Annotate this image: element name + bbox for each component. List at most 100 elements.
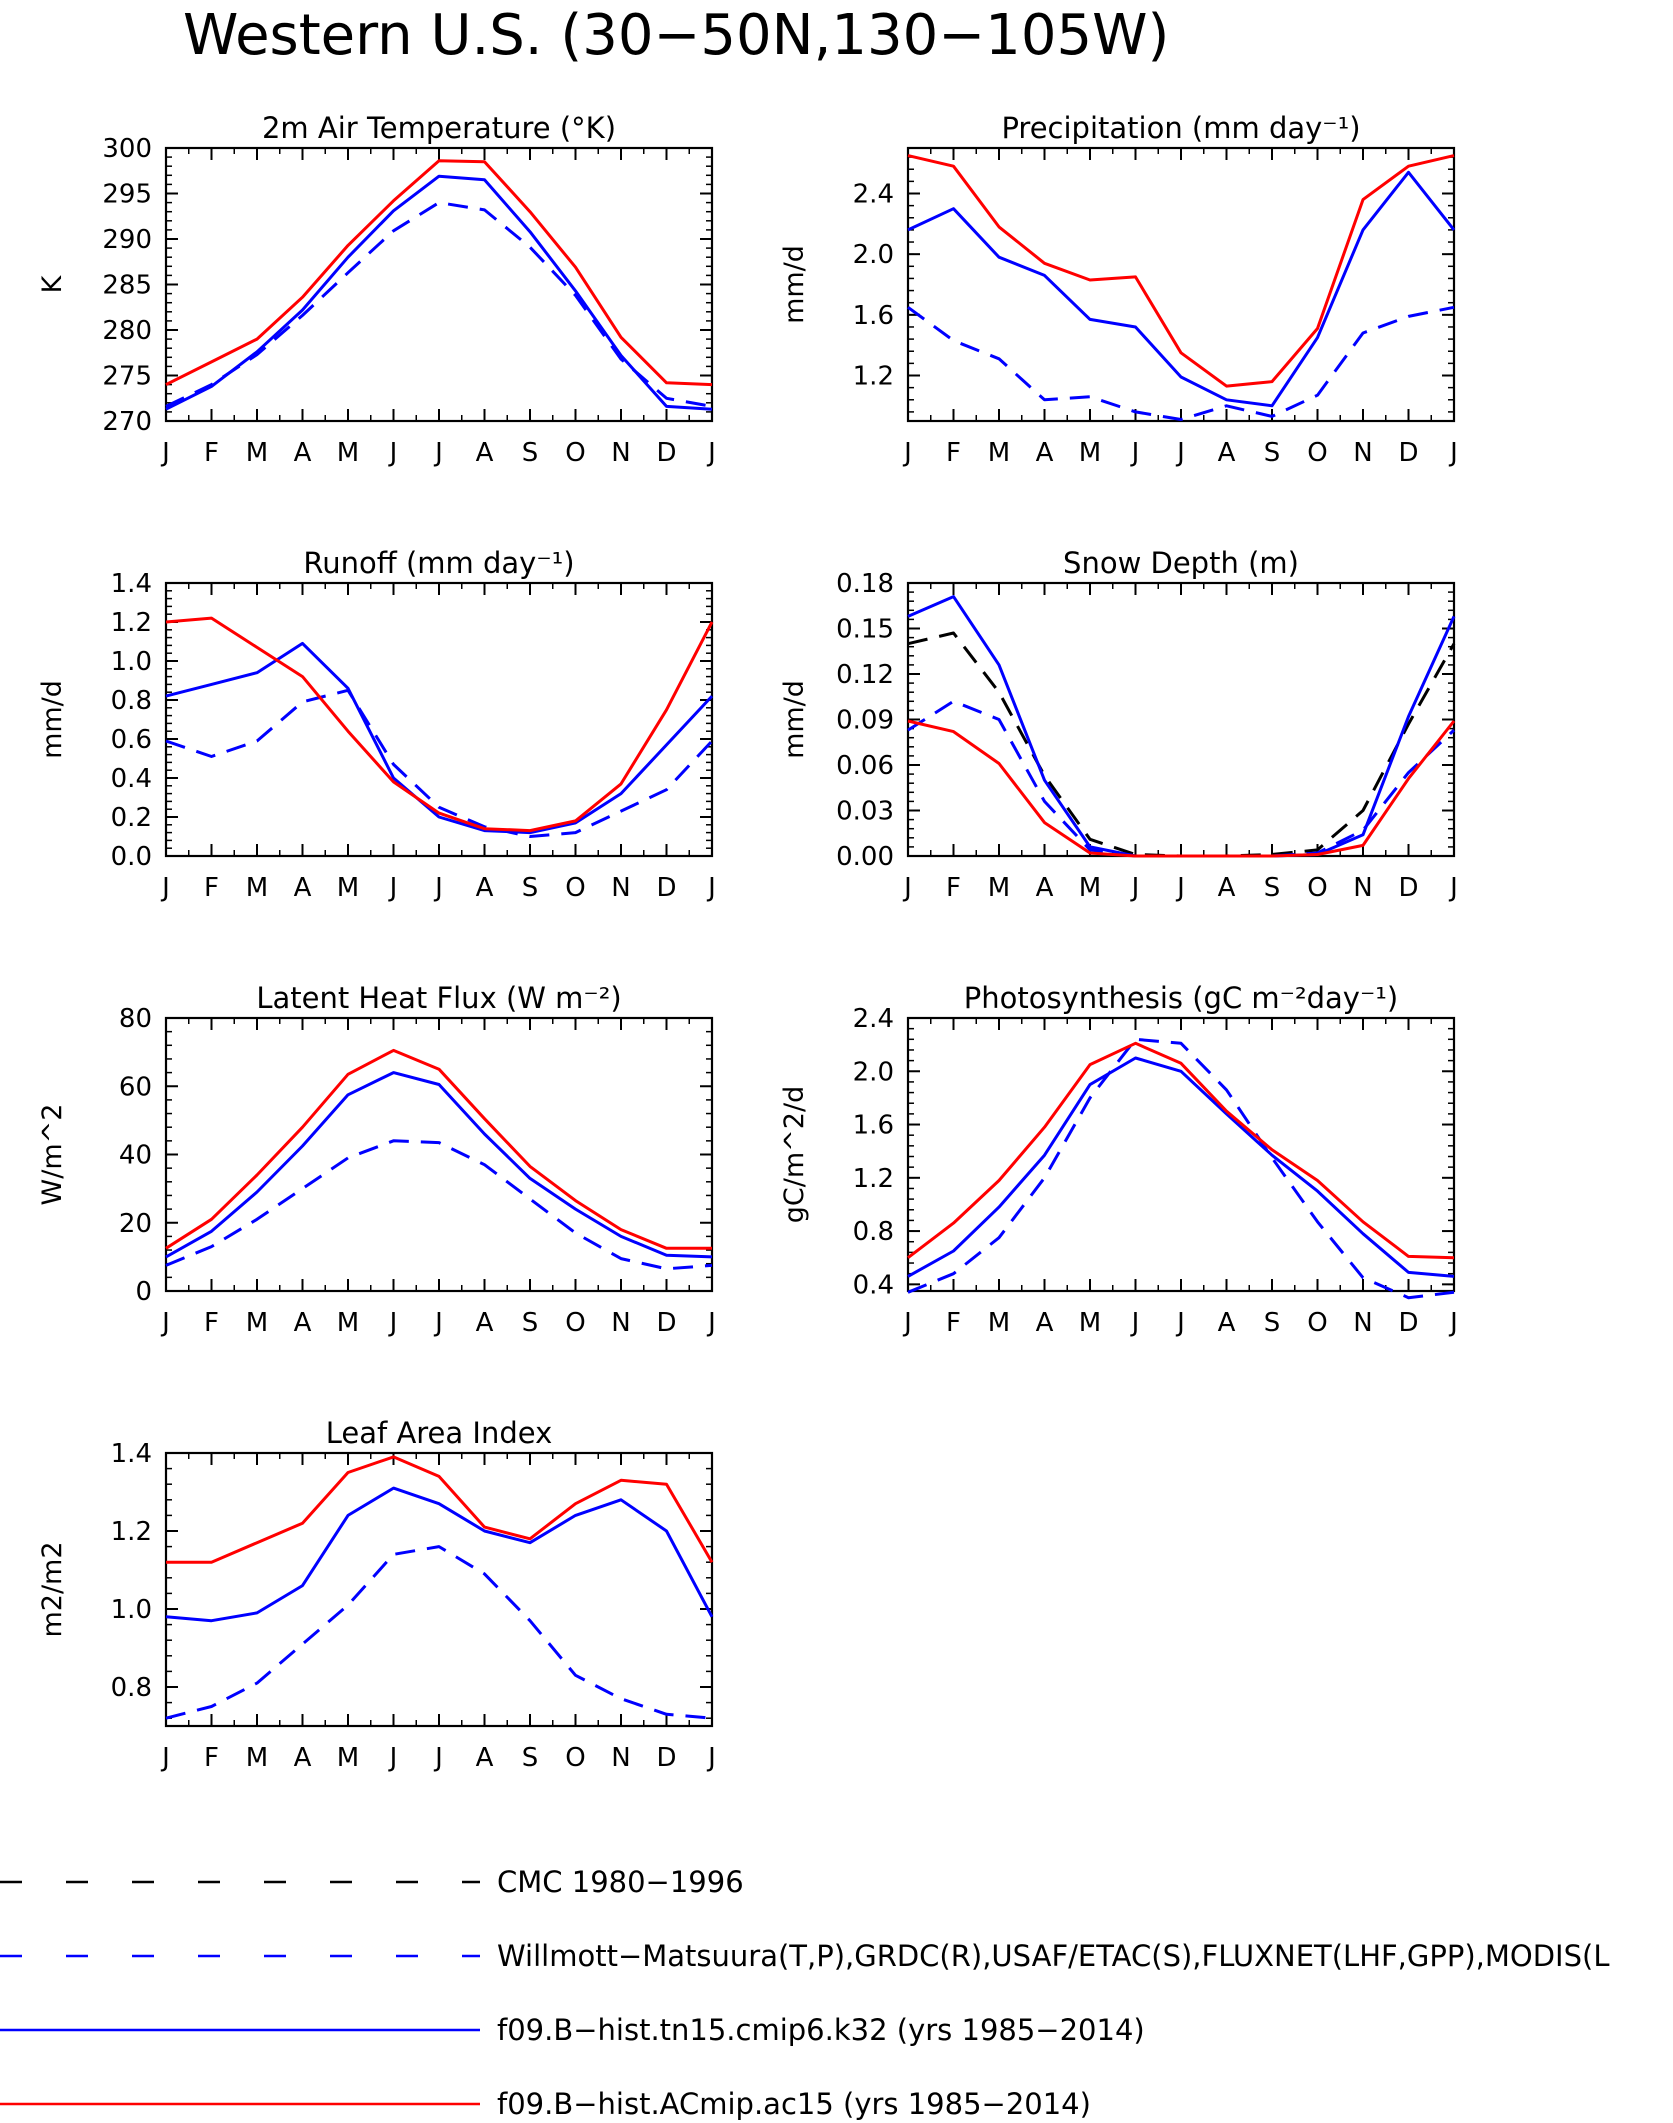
series-line-k32 [907,170,1456,408]
plot-frame [906,146,1456,423]
y-tick-label: 0.8 [111,686,152,716]
x-tick-label: D [656,1743,676,1773]
y-tick-label: 60 [119,1072,152,1102]
x-tick-label: O [1307,438,1327,468]
y-tick-label: 0.15 [836,615,894,645]
y-tick-label: 20 [119,1209,152,1239]
y-tick-label: 0.6 [111,725,152,755]
x-tick-label: M [246,873,268,903]
x-tick-label: M [1079,873,1101,903]
panel-title: 2m Air Temperature (°K) [262,111,616,145]
y-tick-label: 0.8 [111,1673,152,1703]
x-tick-label: J [706,438,716,468]
x-tick-label: N [611,438,630,468]
y-axis-label: gC/m^2/d [779,1086,810,1223]
x-tick-label: J [706,873,716,903]
x-tick-label: J [1175,873,1185,903]
y-tick-label: 1.0 [111,647,152,677]
series-line-ac15 [165,1048,712,1250]
x-tick-label: J [1175,438,1185,468]
y-axis-label: W/m^2 [37,1104,68,1206]
panel-title: Precipitation (mm day⁻¹) [1001,111,1360,145]
y-axis-label: mm/d [779,680,810,759]
x-tick-label: S [1264,438,1281,468]
x-tick-label: N [611,1308,630,1338]
x-tick-label: A [476,438,494,468]
x-tick-label: F [204,1743,219,1773]
legend-label-obs: Willmott−Matsuura(T,P),GRDC(R),USAF/ETAC… [497,1939,1610,1973]
x-tick-label: A [1036,1308,1054,1338]
y-tick-label: 295 [102,180,152,210]
panel-title: Photosynthesis (gC m⁻²day⁻¹) [964,981,1398,1015]
y-tick-label: 2.4 [853,180,894,210]
x-tick-label: F [204,438,219,468]
x-tick-label: J [1448,1308,1458,1338]
x-tick-label: J [160,873,170,903]
y-tick-label: 2.0 [853,1057,894,1087]
y-tick-label: 0.03 [836,797,894,827]
y-tick-label: 1.4 [111,1439,152,1469]
x-tick-label: D [1398,438,1418,468]
y-tick-label: 290 [102,225,152,255]
x-tick-label: J [388,1308,398,1338]
plot-frame [906,1016,1456,1293]
x-tick-label: J [160,438,170,468]
figure-title: Western U.S. (30−50N,130−105W) [183,3,1169,68]
x-tick-label: F [946,1308,961,1338]
x-tick-label: N [611,1743,630,1773]
y-tick-label: 1.2 [111,608,152,638]
series-line-obs [165,1139,713,1271]
y-tick-label: 0.4 [111,764,152,794]
x-tick-label: J [160,1743,170,1773]
x-tick-label: F [204,873,219,903]
x-tick-label: M [246,438,268,468]
x-tick-label: A [294,873,312,903]
x-tick-label: S [522,1743,539,1773]
x-tick-label: F [946,873,961,903]
x-tick-label: F [204,1308,219,1338]
x-tick-label: F [946,438,961,468]
x-tick-label: D [1398,1308,1418,1338]
panel-title: Leaf Area Index [326,1416,552,1450]
x-tick-label: M [337,1743,359,1773]
y-tick-label: 1.2 [853,362,894,392]
legend-label-k32: f09.B−hist.tn15.cmip6.k32 (yrs 1985−2014… [497,2013,1145,2047]
x-tick-label: M [988,873,1010,903]
x-tick-label: A [476,873,494,903]
series-line-k32 [165,1071,713,1259]
y-axis-label: K [37,274,68,293]
x-tick-label: D [1398,873,1418,903]
x-tick-label: J [433,1743,443,1773]
y-tick-label: 80 [119,1004,152,1034]
y-tick-label: 285 [102,271,152,301]
y-tick-label: 0.06 [836,751,894,781]
panel-runoff-mm-day: Runoff (mm day⁻¹)mm/dJ F M A M J J A S O N D J0.00.2… [37,546,716,903]
y-tick-label: 2.4 [853,1004,894,1034]
y-axis-label: mm/d [779,245,810,324]
series-line-ac15 [165,159,713,387]
x-tick-label: M [1079,1308,1101,1338]
x-tick-label: O [565,873,585,903]
series-line-obs [907,305,1455,421]
x-tick-label: J [1130,873,1140,903]
x-tick-label: O [1307,1308,1327,1338]
y-tick-label: 1.6 [853,301,894,331]
series-line-cmc [907,631,1456,858]
x-tick-label: A [294,438,312,468]
x-tick-label: J [1448,873,1458,903]
x-tick-label: J [1448,438,1458,468]
legend-label-ac15: f09.B−hist.ACmip.ac15 (yrs 1985−2014) [497,2087,1091,2121]
y-tick-label: 1.0 [111,1595,152,1625]
x-tick-label: J [1175,1308,1185,1338]
x-tick-label: J [1130,438,1140,468]
x-tick-label: S [1264,1308,1281,1338]
y-tick-label: 0.18 [836,569,894,599]
x-tick-label: J [433,438,443,468]
x-tick-label: J [902,438,912,468]
series-line-obs [165,201,713,408]
x-tick-label: O [1307,873,1327,903]
plot-frame [164,1016,714,1293]
y-tick-label: 0.0 [111,842,152,872]
series-line-k32 [165,641,714,835]
